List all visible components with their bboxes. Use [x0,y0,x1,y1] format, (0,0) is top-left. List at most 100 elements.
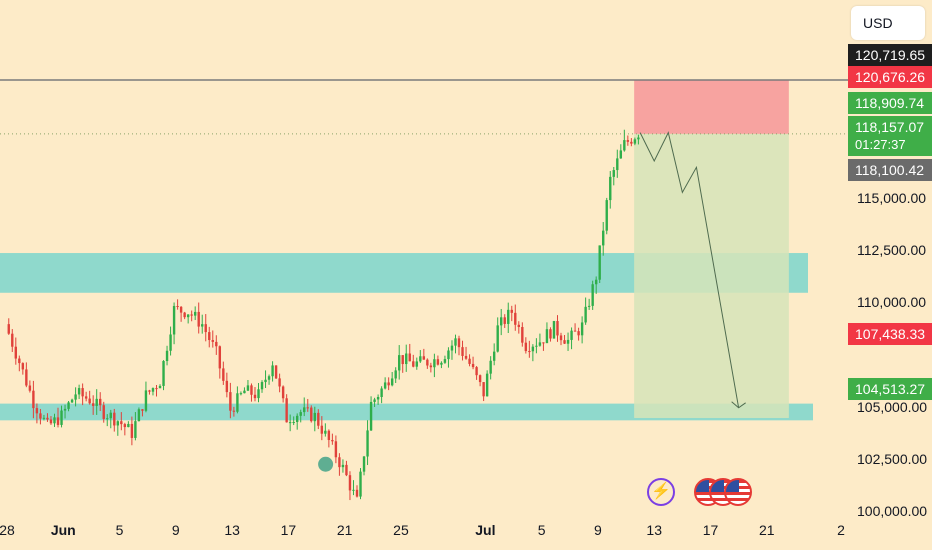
candle-body [338,457,341,468]
candle-body [482,382,485,397]
candle-body [306,407,309,409]
candle-body [250,385,253,395]
candle-body [25,369,28,386]
candle-body [288,422,292,424]
candle-body [510,309,513,313]
candle-body [415,361,418,367]
candle-body [390,378,394,386]
candle-body [429,365,433,368]
candle-body [158,385,162,389]
candle-body [11,333,14,347]
candle-body [264,379,267,383]
candle-body [373,399,376,402]
candle-body [535,345,538,347]
support-zone [0,403,813,421]
candle-body [7,324,10,334]
candle-body [190,314,193,316]
candle-body [605,200,608,231]
candle-body [366,430,369,457]
candle-body [612,170,615,177]
candle-body [566,339,570,344]
candle-body [573,330,577,332]
candle-body [602,230,605,246]
candle-body [53,417,56,424]
candle-body [422,356,426,360]
flash-icon[interactable]: ⚡ [647,478,675,506]
x-tick-label: Jun [50,522,76,538]
candle-body [376,396,380,400]
candle-body [260,382,264,390]
candle-body [116,421,120,426]
candle-body [630,141,633,144]
y-tick-label: 105,000.00 [857,398,928,415]
candle-body [109,412,112,419]
candles [7,129,640,501]
candle-body [193,311,197,316]
candle-body [426,359,429,366]
last-price-text: 118,157.07 [855,119,925,135]
candle-body [552,321,556,339]
candle-body [383,382,387,389]
candle-body [278,378,281,387]
countdown-timer: 01:27:37 [855,137,906,152]
candle-body [580,322,584,336]
candle-body [489,360,492,374]
candle-body [102,405,105,419]
candle-body [70,399,74,403]
price-label-stop: 120,676.26 [848,66,932,88]
candle-body [183,312,186,318]
candle-body [598,245,601,280]
price-label-high: 118,909.74 [848,92,932,114]
candle-body [563,340,566,344]
candle-body [324,430,327,434]
price-label-target: 104,513.27 [848,378,932,400]
candle-body [246,385,250,391]
x-tick-label: 28 [0,522,15,538]
candle-body [127,423,130,428]
candle-body [186,314,190,318]
candle-body [81,388,84,397]
candle-body [296,415,299,423]
projection-path [639,131,740,408]
candle-body [528,351,531,353]
candle-body [39,413,42,419]
candle-body [274,365,278,379]
candle-body [616,158,619,171]
x-tick-label: 21 [336,522,353,538]
candle-body [201,324,204,327]
candle-body [485,373,489,397]
candle-body [549,329,552,339]
price-label-mid: 107,438.33 [848,323,932,345]
us-flag-icon[interactable] [724,478,752,506]
candle-body [471,363,475,368]
candle-body [503,317,506,324]
candle-body [405,353,408,365]
candle-body [450,345,454,351]
x-tick-label: 13 [224,522,240,538]
candle-body [176,306,179,308]
candle-body [141,409,144,411]
candle-body [271,365,274,377]
candle-body [21,363,25,370]
candle-body [619,150,623,159]
candle-body [232,410,236,412]
stop-zone [634,79,789,134]
candle-body [155,388,158,390]
candle-body [401,355,404,365]
candle-body [74,394,77,400]
candle-body [394,370,397,379]
candle-body [559,335,563,341]
x-tick-label: 2 [837,522,845,538]
candle-body [521,327,524,343]
candle-body [317,412,320,426]
candle-body [197,311,200,327]
candle-body [556,321,559,336]
candle-body [63,408,67,411]
x-tick-label: 5 [537,522,546,538]
candle-body [204,324,207,333]
candle-body [49,419,53,424]
currency-selector[interactable]: USD [851,6,925,40]
candle-body [570,330,573,340]
y-tick-label: 110,000.00 [857,294,927,311]
